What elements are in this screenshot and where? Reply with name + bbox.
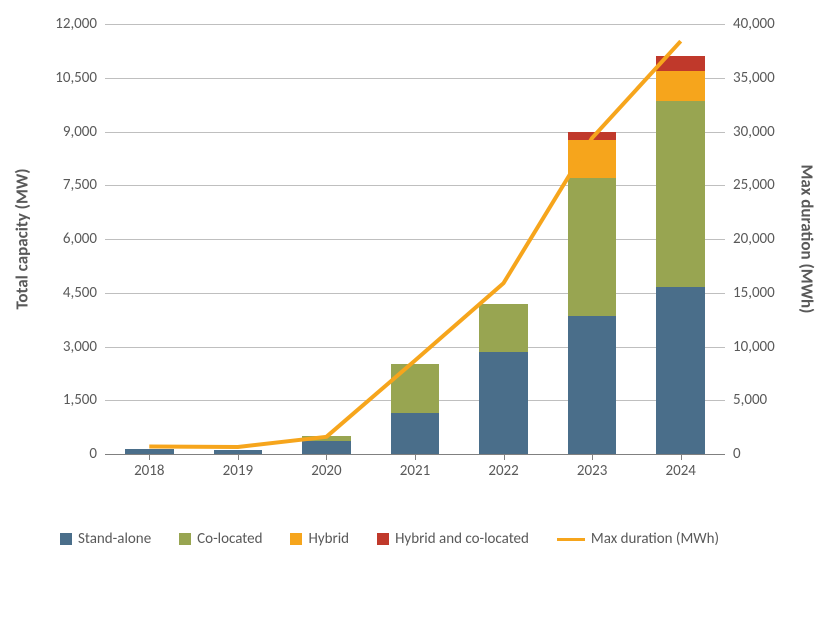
right-tick-label: 25,000 bbox=[733, 176, 775, 194]
left-tick-label: 0 bbox=[89, 445, 97, 463]
right-tick-label: 15,000 bbox=[733, 284, 775, 302]
legend-label: Max duration (MWh) bbox=[591, 530, 719, 548]
plot-area bbox=[105, 24, 725, 454]
legend-label: Co-located bbox=[197, 530, 262, 548]
legend-label: Stand-alone bbox=[78, 530, 151, 548]
left-tick-label: 12,000 bbox=[55, 15, 97, 33]
right-tick-label: 30,000 bbox=[733, 123, 775, 141]
line-series bbox=[105, 24, 725, 454]
left-tick-label: 10,500 bbox=[55, 69, 97, 87]
legend-swatch bbox=[290, 533, 302, 545]
right-tick-label: 40,000 bbox=[733, 15, 775, 33]
x-tick bbox=[681, 454, 682, 460]
legend-swatch bbox=[60, 533, 72, 545]
x-tick bbox=[592, 454, 593, 460]
x-tick bbox=[238, 454, 239, 460]
right-tick-label: 20,000 bbox=[733, 230, 775, 248]
x-tick-label: 2022 bbox=[488, 462, 518, 480]
legend-swatch bbox=[179, 533, 191, 545]
x-tick bbox=[504, 454, 505, 460]
legend-item-line: Max duration (MWh) bbox=[557, 530, 719, 548]
left-tick-label: 6,000 bbox=[63, 230, 97, 248]
chart-container: Total capacity (MW) Max duration (MWh) S… bbox=[0, 0, 826, 620]
left-tick-label: 1,500 bbox=[63, 391, 97, 409]
x-tick-label: 2019 bbox=[223, 462, 253, 480]
legend-item-hybrid_co_located: Hybrid and co-located bbox=[377, 530, 529, 548]
x-tick-label: 2018 bbox=[134, 462, 164, 480]
left-tick-label: 7,500 bbox=[63, 176, 97, 194]
left-axis-title: Total capacity (MW) bbox=[12, 168, 33, 309]
left-tick-label: 3,000 bbox=[63, 338, 97, 356]
right-axis-title: Max duration (MWh) bbox=[797, 165, 818, 314]
x-tick bbox=[149, 454, 150, 460]
x-tick-label: 2023 bbox=[577, 462, 607, 480]
x-tick bbox=[415, 454, 416, 460]
left-tick-label: 9,000 bbox=[63, 123, 97, 141]
x-tick-label: 2021 bbox=[400, 462, 430, 480]
x-tick-label: 2020 bbox=[311, 462, 341, 480]
left-tick-label: 4,500 bbox=[63, 284, 97, 302]
legend-line-swatch bbox=[557, 538, 585, 541]
right-tick-label: 35,000 bbox=[733, 69, 775, 87]
legend-label: Hybrid and co-located bbox=[395, 530, 529, 548]
legend-item-hybrid: Hybrid bbox=[290, 530, 349, 548]
legend: Stand-alone Co-located Hybrid Hybrid and co… bbox=[60, 530, 780, 548]
x-tick bbox=[326, 454, 327, 460]
legend-swatch bbox=[377, 533, 389, 545]
x-tick-label: 2024 bbox=[665, 462, 695, 480]
legend-label: Hybrid bbox=[308, 530, 349, 548]
right-tick-label: 10,000 bbox=[733, 338, 775, 356]
right-tick-label: 5,000 bbox=[733, 391, 767, 409]
legend-item-stand_alone: Stand-alone bbox=[60, 530, 151, 548]
legend-item-co_located: Co-located bbox=[179, 530, 262, 548]
right-tick-label: 0 bbox=[733, 445, 741, 463]
